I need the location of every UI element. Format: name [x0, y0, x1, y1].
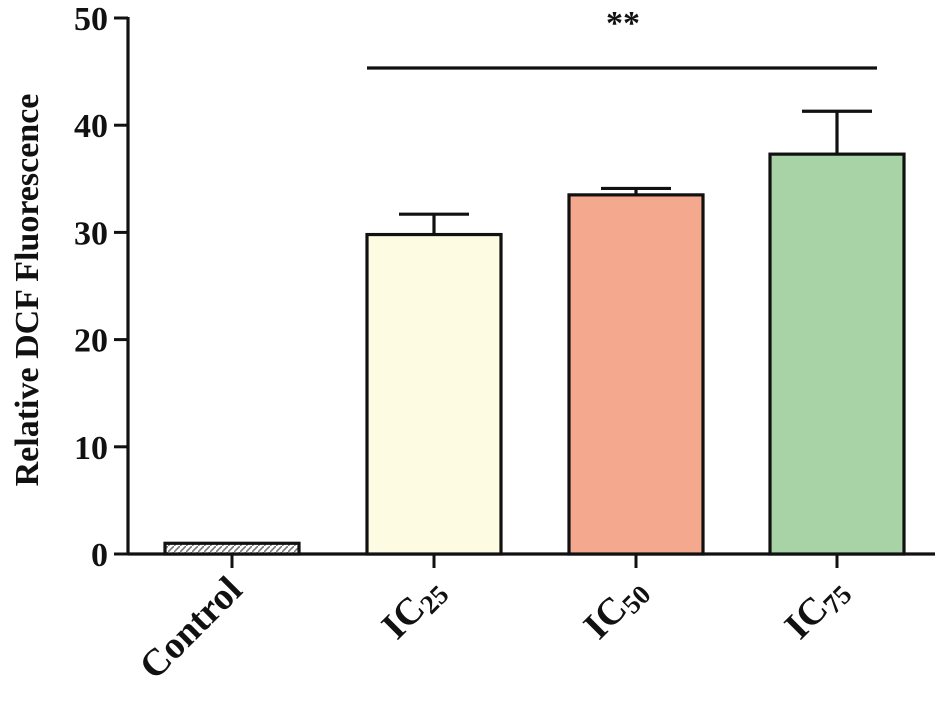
y-axis-title: Relative DCF Fluorescence	[9, 94, 46, 487]
y-tick-label: 20	[74, 323, 108, 360]
bar	[163, 541, 301, 556]
significance-label: **	[606, 5, 640, 42]
x-category-label: IC25	[374, 569, 455, 650]
bar	[567, 193, 705, 556]
y-tick-label: 50	[74, 1, 108, 38]
y-tick-label: 40	[74, 108, 108, 145]
y-tick-label: 10	[74, 430, 108, 467]
x-category-label: IC50	[576, 569, 657, 650]
x-category-label: IC75	[777, 569, 858, 650]
y-tick-label: 0	[91, 537, 108, 574]
bar	[768, 152, 906, 556]
bar	[365, 232, 503, 556]
y-tick-label: 30	[74, 215, 108, 252]
x-category-label: Control	[132, 569, 251, 688]
